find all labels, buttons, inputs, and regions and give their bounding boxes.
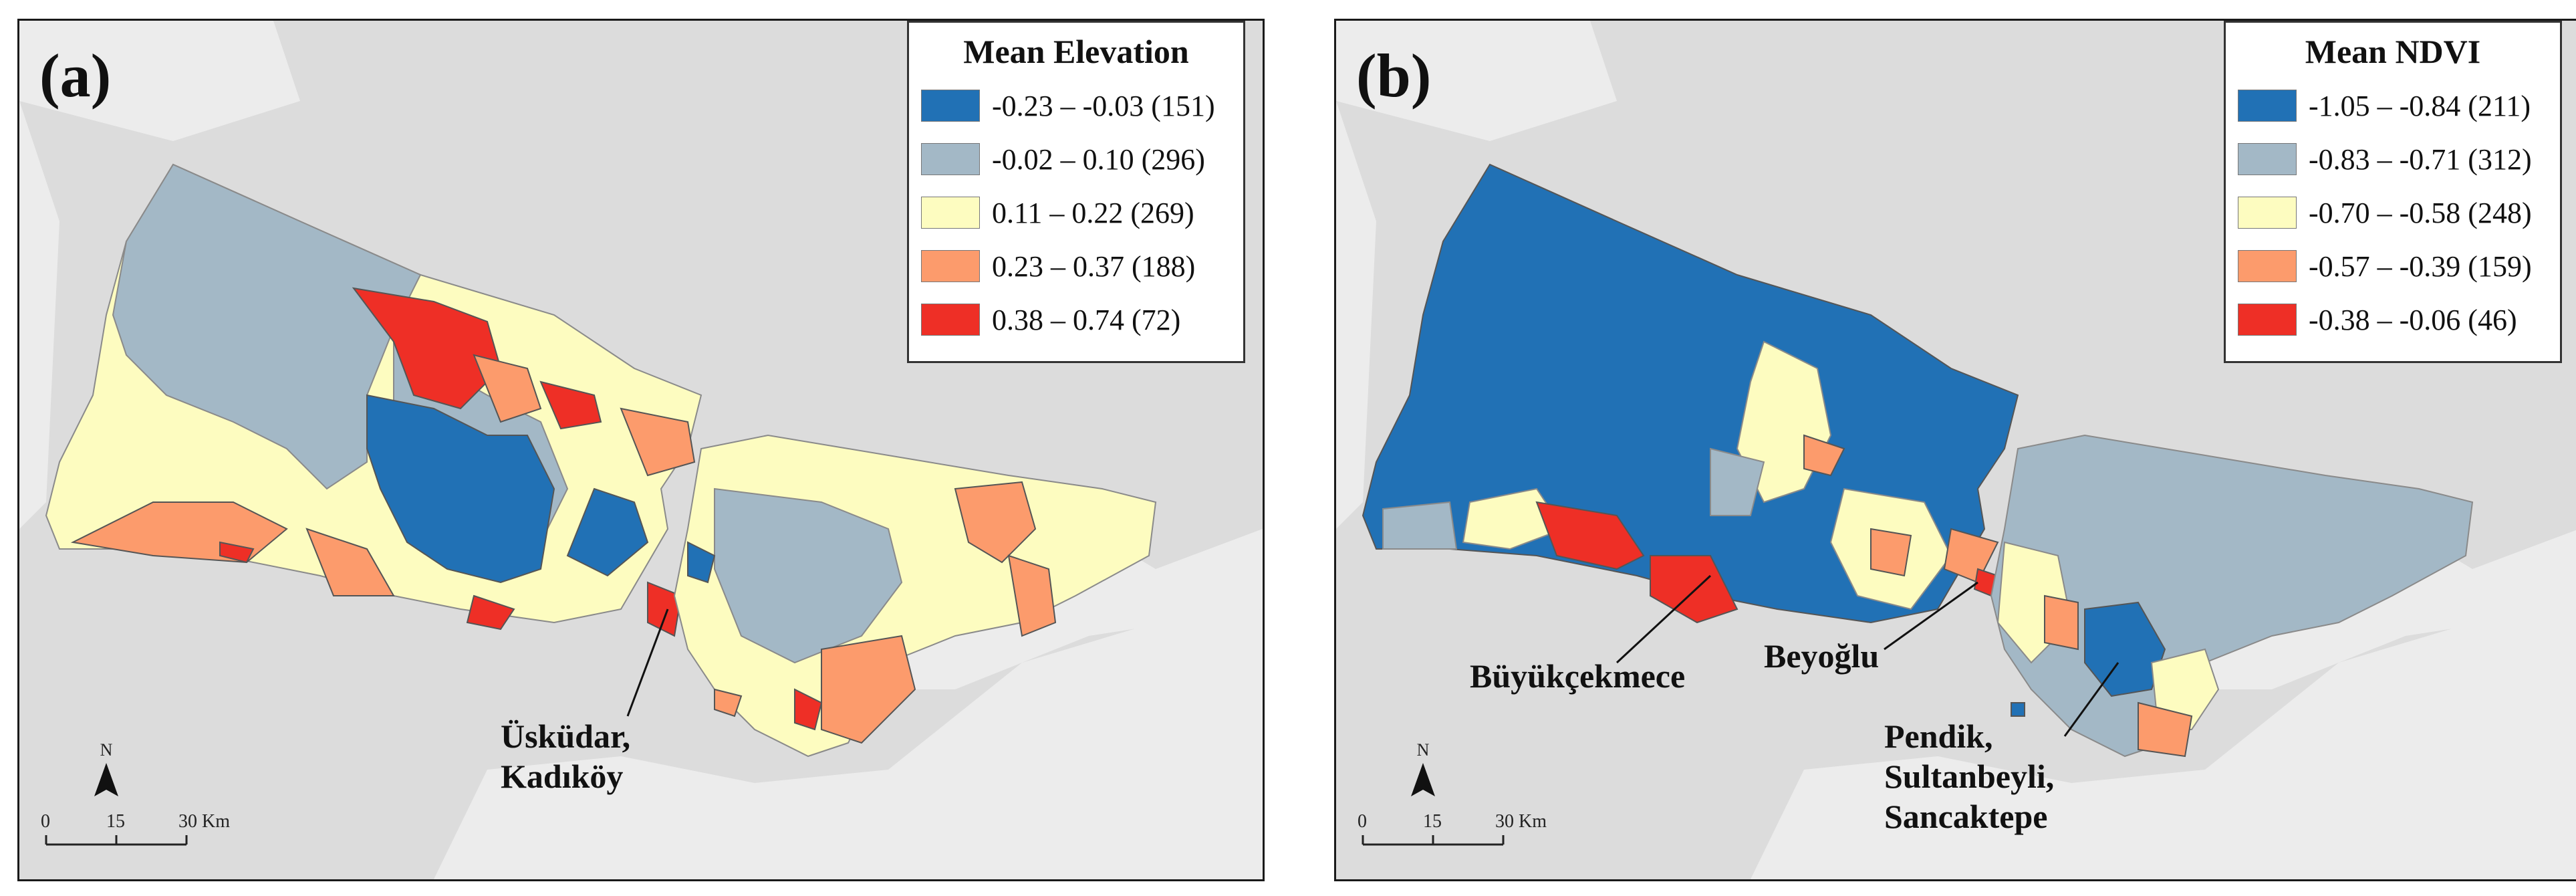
legend-label: 0.38 – 0.74 (72): [992, 303, 1181, 336]
region-class5: [794, 688, 823, 731]
legend-swatch: [921, 250, 980, 282]
legend-b: Mean NDVI -1.05 – -0.84 (211) -0.83 – -0…: [2224, 21, 2562, 363]
callout-leader-b1: [1616, 574, 1712, 664]
north-arrow-icon: [94, 763, 118, 796]
legend-a: Mean Elevation -0.23 – -0.03 (151) -0.02…: [907, 21, 1245, 363]
north-arrow-icon: [1411, 763, 1435, 796]
region-class5: [466, 594, 515, 631]
background-land: [19, 101, 59, 529]
region-class5: [647, 581, 682, 637]
legend-swatch: [2238, 304, 2297, 336]
scale-label: 15: [106, 811, 125, 832]
region-class4: [1007, 554, 1057, 637]
legend-item: 0.11 – 0.22 (269): [921, 186, 1231, 239]
legend-label: -0.38 – -0.06 (46): [2309, 303, 2517, 336]
background-land: [19, 21, 300, 141]
legend-label: 0.11 – 0.22 (269): [992, 196, 1194, 229]
region-class4: [954, 481, 1037, 564]
scale-label: 0: [1358, 811, 1367, 832]
region-class4: [473, 354, 542, 423]
region-class4: [1803, 434, 1845, 477]
legend-item: -0.70 – -0.58 (248): [2238, 186, 2548, 239]
panel-label-b: (b): [1356, 41, 1432, 110]
north-label: N: [100, 740, 113, 760]
legend-title-a: Mean Elevation: [963, 33, 1189, 70]
scale-label: 30 Km: [1495, 811, 1547, 832]
callout-buyukcekmece: Büyükçekmece: [1470, 657, 1686, 695]
legend-swatch: [2238, 250, 2297, 282]
legend-swatch: [2238, 197, 2297, 229]
callout-leader-b2: [1884, 581, 1978, 651]
legend-item: -1.05 – -0.84 (211): [2238, 79, 2548, 132]
legend-label: -1.05 – -0.84 (211): [2309, 89, 2531, 122]
callout-pendik-sultanbeyli-sancaktepe: Pendik, Sultanbeyli, Sancaktepe: [1884, 717, 2055, 835]
region-class4: [2138, 701, 2193, 758]
region-class5: [1535, 501, 1645, 570]
callout-leader-b3: [2063, 662, 2119, 737]
callout-leader-a: [626, 608, 669, 717]
legend-swatch: [2238, 143, 2297, 175]
region-class2: [714, 487, 903, 664]
legend-item: -0.57 – -0.39 (159): [2238, 239, 2548, 293]
callout-uskudar-kadikoy: Üsküdar, Kadıköy: [501, 717, 631, 795]
background-land: [434, 609, 1263, 879]
map-canvas-b: [1336, 21, 2576, 879]
region-class4: [305, 528, 395, 596]
region-class2: [112, 163, 422, 490]
legend-swatch: [921, 197, 980, 229]
legend-label: -0.83 – -0.71 (312): [2309, 142, 2532, 176]
legend-label: -0.02 – 0.10 (296): [992, 142, 1205, 176]
legend-swatch: [921, 143, 980, 175]
legend-item: -0.23 – -0.03 (151): [921, 79, 1231, 132]
map-panel-b: (b) Mean NDVI -1.05 – -0.84 (211) -0.83 …: [1334, 19, 2576, 881]
region-class1: [2011, 702, 2025, 717]
background-land: [1336, 101, 1376, 529]
region-class4: [821, 635, 916, 744]
region-class4: [1870, 528, 1912, 577]
region-class1: [687, 541, 716, 584]
region-class5: [219, 541, 255, 564]
legend-label: -0.70 – -0.58 (248): [2309, 196, 2532, 229]
background-land: [1751, 609, 2576, 879]
legend-label: -0.23 – -0.03 (151): [992, 89, 1215, 122]
legend-item: 0.38 – 0.74 (72): [921, 293, 1231, 346]
region-class4: [714, 688, 743, 717]
region-class1: [566, 487, 649, 577]
north-indicator-b: N: [1403, 740, 1443, 760]
legend-title-b: Mean NDVI: [2305, 33, 2481, 70]
map-panel-a: (a) Mean Elevation -0.23 – -0.03 (151) -…: [17, 19, 1265, 881]
scale-label: 30 Km: [178, 811, 230, 832]
north-indicator-a: N: [86, 740, 126, 760]
legend-swatch: [921, 90, 980, 122]
region-class4: [620, 407, 696, 477]
callout-beyoglu: Beyoğlu: [1764, 637, 1880, 675]
scale-label: 15: [1423, 811, 1442, 832]
legend-label: -0.57 – -0.39 (159): [2309, 249, 2532, 283]
region-class2: [1710, 447, 1765, 516]
region-class1: [2084, 601, 2166, 697]
north-label: N: [1416, 740, 1430, 760]
region-class5: [352, 287, 502, 410]
legend-item: -0.02 – 0.10 (296): [921, 132, 1231, 186]
background-land: [1336, 21, 1617, 141]
legend-item: 0.23 – 0.37 (188): [921, 239, 1231, 293]
region-class4: [2044, 594, 2079, 651]
scale-label: 0: [41, 811, 50, 832]
region-class2: [1382, 501, 1458, 550]
legend-item: -0.83 – -0.71 (312): [2238, 132, 2548, 186]
legend-swatch: [2238, 90, 2297, 122]
region-class5: [539, 380, 602, 430]
region-class1: [366, 394, 555, 584]
legend-item: -0.38 – -0.06 (46): [2238, 293, 2548, 346]
region-class5: [1650, 555, 1738, 624]
panel-label-a: (a): [39, 41, 112, 110]
legend-label: 0.23 – 0.37 (188): [992, 249, 1196, 283]
legend-swatch: [921, 304, 980, 336]
